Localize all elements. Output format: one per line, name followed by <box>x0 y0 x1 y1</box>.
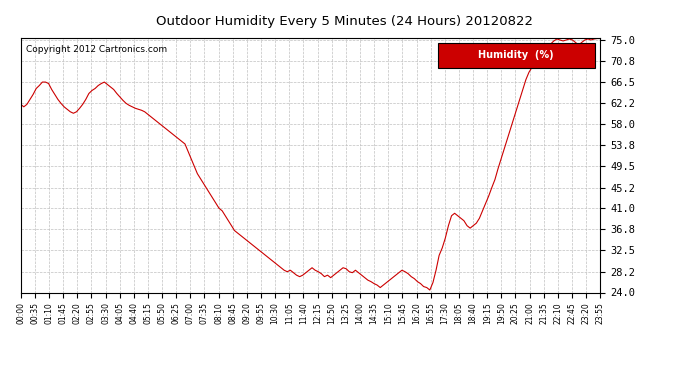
FancyBboxPatch shape <box>438 43 595 68</box>
Text: Outdoor Humidity Every 5 Minutes (24 Hours) 20120822: Outdoor Humidity Every 5 Minutes (24 Hou… <box>157 15 533 28</box>
Text: Copyright 2012 Cartronics.com: Copyright 2012 Cartronics.com <box>26 45 168 54</box>
Text: Humidity  (%): Humidity (%) <box>478 50 554 60</box>
